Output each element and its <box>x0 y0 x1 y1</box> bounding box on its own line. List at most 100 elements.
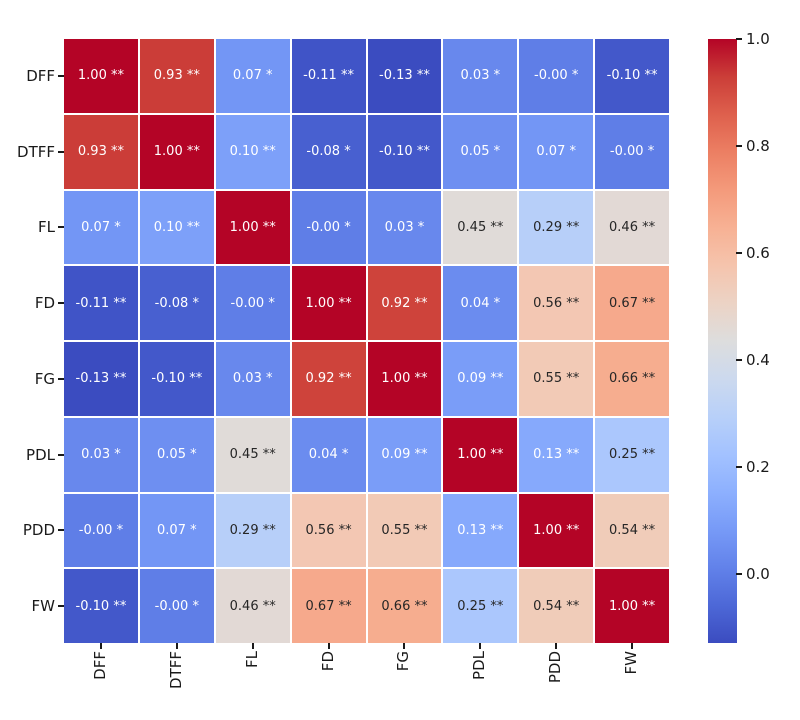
heatmap-cell: 0.13 ** <box>443 493 518 568</box>
heatmap-cell: 0.29 ** <box>215 493 290 568</box>
heatmap-cell: 1.00 ** <box>139 114 214 189</box>
x-tick-label: FG <box>394 651 413 672</box>
heatmap-cell: -0.00 * <box>139 569 214 643</box>
heatmap-cell: 1.00 ** <box>595 569 669 643</box>
heatmap-cell: 0.07 * <box>519 114 594 189</box>
x-tick-mark <box>327 643 330 649</box>
x-tick-mark <box>251 643 254 649</box>
heatmap-cell: -0.10 ** <box>367 114 442 189</box>
y-tick-mark <box>58 302 64 305</box>
heatmap-cell: -0.00 * <box>215 266 290 340</box>
y-tick-mark <box>58 226 64 229</box>
x-tick-label: DFF <box>90 651 109 680</box>
heatmap-cell: 0.25 ** <box>595 417 669 492</box>
heatmap-cell: 0.56 ** <box>291 493 366 568</box>
heatmap-cell: 0.56 ** <box>519 266 594 340</box>
colorbar-tick-label: 0.8 <box>746 136 770 155</box>
colorbar-tick-label: 1.0 <box>746 30 770 48</box>
heatmap-cell: -0.10 ** <box>139 342 214 416</box>
colorbar-tick-label: 0.0 <box>746 564 770 583</box>
heatmap-cell: 0.66 ** <box>595 342 669 416</box>
heatmap-cell: 0.46 ** <box>215 569 290 643</box>
heatmap-cell: 0.07 * <box>139 493 214 568</box>
heatmap-cell: -0.08 * <box>139 266 214 340</box>
heatmap-cell: 0.13 ** <box>519 417 594 492</box>
heatmap-cell: 0.10 ** <box>139 190 214 265</box>
x-tick-label: FD <box>318 651 337 672</box>
y-tick-label: PDL <box>26 445 55 464</box>
heatmap-grid: 1.00 ** 0.93 ** 0.07 * -0.11 ** -0.13 ** 0.03… <box>64 39 669 643</box>
heatmap-cell: 1.00 ** <box>64 39 138 113</box>
heatmap-cell: 0.05 * <box>443 114 518 189</box>
colorbar-tick-mark <box>736 465 742 468</box>
heatmap-cell: 0.93 ** <box>139 39 214 113</box>
heatmap-cell: 0.46 ** <box>595 190 669 265</box>
heatmap-cell: -0.13 ** <box>367 39 442 113</box>
heatmap-cell: -0.11 ** <box>291 39 366 113</box>
heatmap-cell: 0.25 ** <box>443 569 518 643</box>
heatmap-cell: 0.03 * <box>64 417 138 492</box>
heatmap-cell: -0.08 * <box>291 114 366 189</box>
heatmap-cell: 0.03 * <box>367 190 442 265</box>
heatmap-cell: 0.10 ** <box>215 114 290 189</box>
x-tick-label: PDD <box>546 651 565 684</box>
heatmap-cell: -0.00 * <box>64 493 138 568</box>
heatmap-cell: 0.45 ** <box>215 417 290 492</box>
heatmap-cell: -0.10 ** <box>595 39 669 113</box>
colorbar-tick-mark <box>736 144 742 147</box>
heatmap-cell: -0.11 ** <box>64 266 138 340</box>
colorbar-tick-mark <box>736 358 742 361</box>
heatmap-cell: 0.04 * <box>443 266 518 340</box>
y-tick-mark <box>58 377 64 380</box>
y-tick-label: FL <box>38 218 55 237</box>
y-tick-label: DFF <box>26 66 55 85</box>
y-tick-label: FG <box>34 369 55 388</box>
colorbar-tick-mark <box>736 251 742 254</box>
y-tick-mark <box>58 453 64 456</box>
x-tick-label: FW <box>622 651 641 675</box>
y-tick-label: FD <box>34 294 55 313</box>
x-tick-label: FL <box>242 651 261 668</box>
heatmap-cell: -0.00 * <box>519 39 594 113</box>
y-tick-mark <box>58 74 64 77</box>
heatmap-cell: 0.55 ** <box>367 493 442 568</box>
heatmap-cell: 0.93 ** <box>64 114 138 189</box>
heatmap-cell: -0.00 * <box>595 114 669 189</box>
heatmap-cell: 0.04 * <box>291 417 366 492</box>
heatmap-cell: 0.29 ** <box>519 190 594 265</box>
heatmap-cell: 0.09 ** <box>443 342 518 416</box>
heatmap-cell: 0.05 * <box>139 417 214 492</box>
y-tick-mark <box>58 605 64 608</box>
y-tick-label: PDD <box>22 521 55 540</box>
x-tick-label: PDL <box>470 651 489 680</box>
heatmap-cell: -0.13 ** <box>64 342 138 416</box>
y-tick-mark <box>58 150 64 153</box>
y-tick-label: DTFF <box>17 142 55 161</box>
colorbar-tick-mark <box>736 572 742 575</box>
heatmap-cell: 0.07 * <box>64 190 138 265</box>
colorbar-tick-label: 0.4 <box>746 350 770 369</box>
heatmap-cell: 0.54 ** <box>595 493 669 568</box>
heatmap-cell: 0.92 ** <box>291 342 366 416</box>
heatmap-cell: 0.07 * <box>215 39 290 113</box>
colorbar-tick-mark <box>736 38 742 40</box>
colorbar-tick-label: 0.2 <box>746 457 770 476</box>
colorbar-tick-label: 0.6 <box>746 243 770 262</box>
x-tick-mark <box>403 643 406 649</box>
x-tick-mark <box>99 643 102 649</box>
colorbar-gradient <box>708 39 737 643</box>
x-tick-mark <box>631 643 634 649</box>
heatmap-cell: -0.00 * <box>291 190 366 265</box>
heatmap-cell: 1.00 ** <box>215 190 290 265</box>
heatmap-cell: 0.67 ** <box>595 266 669 340</box>
x-tick-label: DTFF <box>166 651 185 689</box>
heatmap-cell: 1.00 ** <box>519 493 594 568</box>
x-tick-mark <box>555 643 558 649</box>
heatmap-cell: 0.54 ** <box>519 569 594 643</box>
heatmap-cell: 0.66 ** <box>367 569 442 643</box>
heatmap-cell: 1.00 ** <box>291 266 366 340</box>
y-tick-mark <box>58 529 64 532</box>
heatmap-cell: 0.92 ** <box>367 266 442 340</box>
y-tick-label: FW <box>31 597 55 616</box>
